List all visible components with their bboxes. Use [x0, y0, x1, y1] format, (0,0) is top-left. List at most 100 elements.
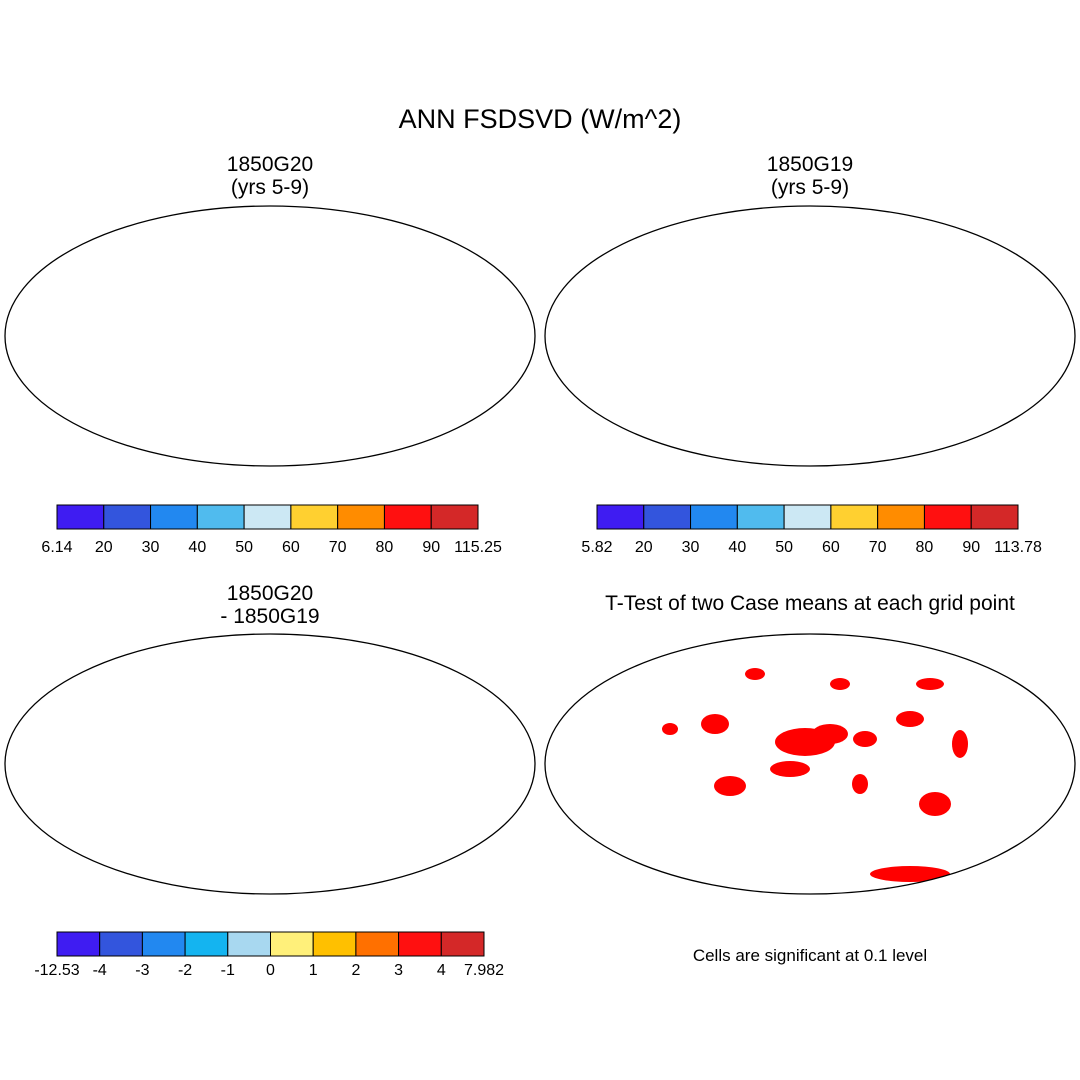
colorbar-swatch: [596, 504, 645, 530]
colorbar-label: 113.78: [994, 539, 1042, 556]
colorbar-2: 5.82 20 30 40 50 60 70 80 90 113.78: [581, 504, 1042, 556]
map-border: [544, 633, 1076, 895]
panel2-title: 1850G19 (yrs 5-9): [710, 153, 910, 199]
significant-cells: [853, 731, 877, 747]
colorbar-swatch: [430, 504, 479, 530]
significant-cells: [852, 774, 868, 794]
map-background: [5, 206, 535, 466]
colorbar-label: 0: [266, 962, 275, 979]
significant-cells: [952, 730, 968, 758]
colorbar-swatch: [103, 504, 152, 530]
colorbar-1: 6.14 20 30 40 50 60 70 80 90 115.25: [41, 504, 502, 556]
colorbar-swatch: [383, 504, 432, 530]
colorbar-label: -12.53: [34, 962, 79, 979]
significant-cells: [919, 792, 951, 816]
significant-cells: [701, 714, 729, 734]
panel1-title-line1: 1850G20: [226, 153, 314, 176]
colorbar-3: -12.53 -4 -3 -2 -1 0 1 2 3 4 7.982: [34, 931, 504, 979]
colorbar-swatch: [830, 504, 879, 530]
colorbar-label: 90: [962, 539, 980, 556]
colorbar-label: 50: [775, 539, 793, 556]
colorbar-label: 1: [309, 962, 318, 979]
colorbar-swatch: [783, 504, 832, 530]
significant-cells: [745, 668, 765, 680]
colorbar-swatch: [243, 504, 292, 530]
colorbars-layer: 6.14 20 30 40 50 60 70 80 90 115.25 5.82 20 30 40 50 60…: [34, 504, 1042, 979]
colorbar-swatch: [196, 504, 245, 530]
colorbar-label: 60: [282, 539, 300, 556]
significant-cells: [870, 866, 950, 882]
map-panel-4: [544, 633, 1076, 895]
colorbar-swatch: [355, 931, 400, 957]
colorbar-label: 70: [329, 539, 347, 556]
figure-title: ANN FSDSVD (W/m^2): [398, 104, 682, 134]
colorbar-label: -4: [93, 962, 107, 979]
colorbar-swatch: [56, 931, 101, 957]
panel2-title-line1: 1850G19: [766, 153, 854, 176]
colorbar-swatch: [141, 931, 186, 957]
panel2-title-line2: (yrs 5-9): [770, 176, 850, 199]
colorbar-swatch: [877, 504, 925, 530]
colorbar-swatch: [184, 931, 229, 957]
colorbar-swatch: [99, 931, 143, 957]
colorbar-label: 40: [188, 539, 206, 556]
panel4-title: T-Test of two Case means at each grid po…: [550, 592, 1070, 615]
colorbar-swatch: [290, 504, 339, 530]
map-panel-3: [4, 633, 536, 895]
map-background: [5, 634, 535, 894]
colorbar-swatch: [970, 504, 1019, 530]
panel4-title-line1: T-Test of two Case means at each grid po…: [605, 592, 1015, 615]
colorbar-label: 40: [728, 539, 746, 556]
significant-cells: [630, 877, 690, 887]
colorbar-label: 30: [142, 539, 160, 556]
panel1-title: 1850G20 (yrs 5-9): [170, 153, 370, 199]
colorbar-label: 6.14: [41, 539, 72, 556]
colorbar-swatch: [150, 504, 198, 530]
colorbar-label: 80: [916, 539, 934, 556]
colorbar-label: 50: [235, 539, 253, 556]
map-panel-1: [4, 205, 536, 467]
map-border: [544, 205, 1076, 467]
map-border: [4, 205, 536, 467]
significant-cells: [916, 678, 944, 690]
colorbar-swatch: [398, 931, 442, 957]
colorbar-swatch: [923, 504, 972, 530]
colorbar-label: 7.982: [464, 962, 504, 979]
significant-cells: [812, 724, 848, 744]
panel3-title: 1850G20 - 1850G19: [170, 582, 370, 628]
colorbar-swatch: [56, 504, 105, 530]
colorbar-swatch: [643, 504, 692, 530]
colorbar-label: 60: [822, 539, 840, 556]
colorbar-label: 80: [376, 539, 394, 556]
maps-layer: [4, 205, 1076, 895]
colorbar-label: 2: [351, 962, 360, 979]
colorbar-swatch: [337, 504, 385, 530]
colorbar-swatch: [227, 931, 272, 957]
colorbar-label: -3: [135, 962, 149, 979]
colorbar-label: 30: [682, 539, 700, 556]
significant-cells: [896, 711, 924, 727]
colorbar-label: 20: [95, 539, 113, 556]
panel1-title-line2: (yrs 5-9): [230, 176, 310, 199]
map-border: [4, 633, 536, 895]
significant-cells: [714, 776, 746, 796]
map-panel-2: [544, 205, 1076, 467]
colorbar-swatch: [270, 931, 314, 957]
significance-note: Cells are significant at 0.1 level: [692, 946, 928, 965]
colorbar-label: 3: [394, 962, 403, 979]
map-background: [545, 206, 1075, 466]
colorbar-label: 5.82: [581, 539, 612, 556]
colorbar-label: 4: [437, 962, 446, 979]
panel3-title-line2: - 1850G19: [220, 605, 320, 628]
colorbar-swatch: [440, 931, 485, 957]
colorbar-label: 90: [422, 539, 440, 556]
colorbar-swatch: [690, 504, 738, 530]
significant-cells: [770, 761, 810, 777]
panel3-title-line1: 1850G20: [226, 582, 314, 605]
colorbar-label: -2: [178, 962, 192, 979]
colorbar-label: 20: [635, 539, 653, 556]
colorbar-label: -1: [221, 962, 235, 979]
significant-cells: [830, 678, 850, 690]
map-background: [545, 634, 1075, 894]
